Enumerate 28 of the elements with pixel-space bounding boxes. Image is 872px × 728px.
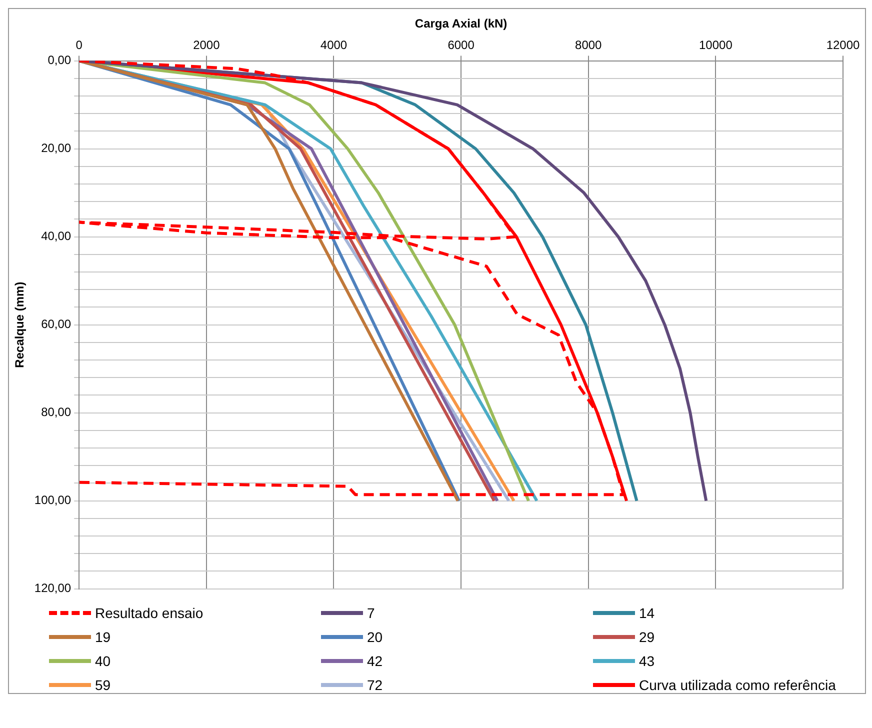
x-tick-label: 10000 xyxy=(698,38,733,52)
x-tick-label: 12000 xyxy=(826,38,860,52)
legend-label: 14 xyxy=(639,605,655,621)
x-tick-label: 4000 xyxy=(320,38,348,52)
y-axis-title: Recalque (mm) xyxy=(12,282,27,368)
legend-label: 20 xyxy=(367,629,383,645)
legend-label: 29 xyxy=(639,629,655,645)
x-tick-label: 6000 xyxy=(448,38,475,52)
legend-label: 7 xyxy=(367,605,375,621)
x-tick-label: 8000 xyxy=(575,38,602,52)
y-tick-label: 60,00 xyxy=(41,317,72,332)
legend-label: 42 xyxy=(367,653,383,669)
y-tick-label: 100,00 xyxy=(34,493,72,508)
x-tick-label: 0 xyxy=(76,38,83,52)
legend-label: 43 xyxy=(639,653,655,669)
y-tick-label: 40,00 xyxy=(41,229,72,244)
x-axis-title: Carga Axial (kN) xyxy=(414,16,508,31)
y-tick-label: 20,00 xyxy=(41,141,72,156)
y-tick-label: 120,00 xyxy=(34,581,72,596)
legend-label: 59 xyxy=(95,677,111,693)
y-tick-label: 0,00 xyxy=(48,53,72,68)
y-tick-label: 80,00 xyxy=(41,405,72,420)
legend-label: 72 xyxy=(367,677,383,693)
x-tick-label: 2000 xyxy=(193,38,220,52)
legend-label: 19 xyxy=(95,629,111,645)
legend-label: Curva utilizada como referência xyxy=(639,677,836,693)
legend-label: 40 xyxy=(95,653,111,669)
legend-label: Resultado ensaio xyxy=(95,605,204,621)
